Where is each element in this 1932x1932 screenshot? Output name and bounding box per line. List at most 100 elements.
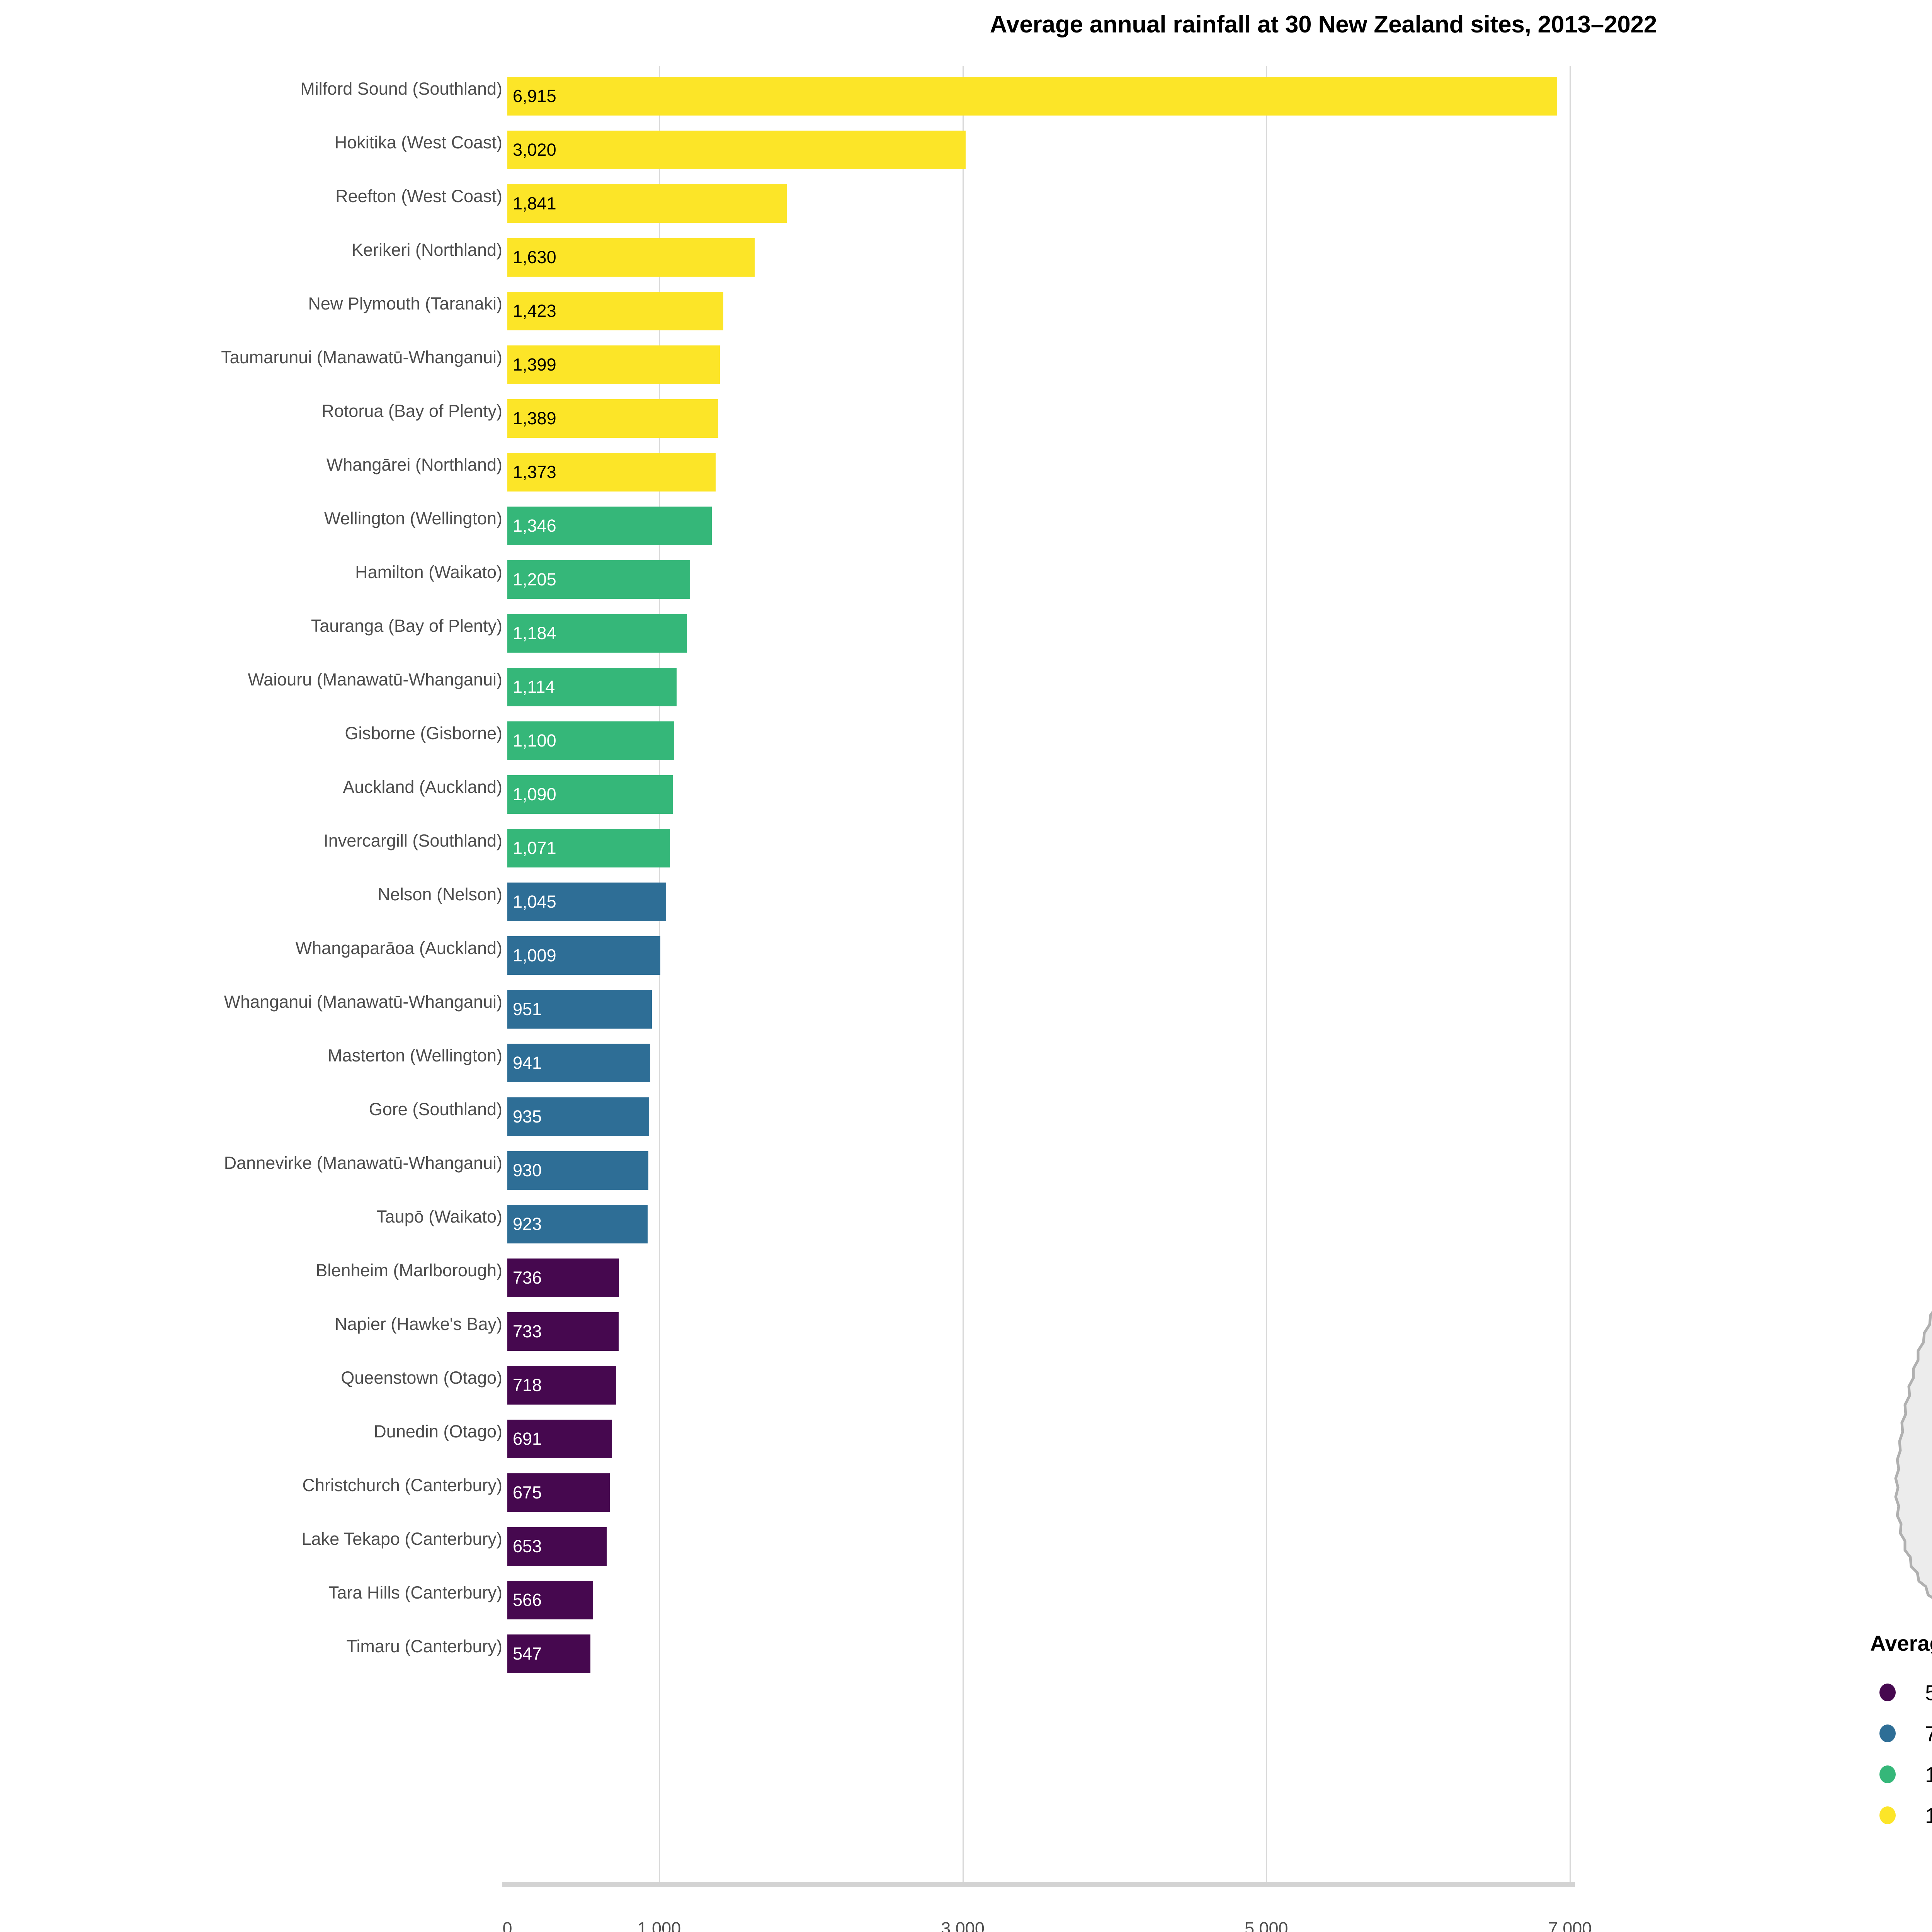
bar-row: Tauranga (Bay of Plenty) 1,184 [0, 607, 1623, 660]
bar-row: Hamilton (Waikato) 1,205 [0, 553, 1623, 607]
bar-row: Christchurch (Canterbury) 675 [0, 1466, 1623, 1520]
bar-value-label: 691 [513, 1429, 542, 1449]
bar[interactable] [507, 1420, 612, 1458]
bar-value-label: 951 [513, 999, 542, 1019]
bar[interactable] [507, 1259, 619, 1297]
x-axis-line [502, 1882, 1575, 1887]
bar[interactable] [507, 1044, 650, 1082]
bar-value-label: 1,399 [513, 355, 556, 374]
bar-value-label: 930 [513, 1160, 542, 1180]
bar-row: Napier (Hawke's Bay) 733 [0, 1305, 1623, 1359]
bar-category-label: Wellington (Wellington) [324, 509, 502, 528]
bar-value-label: 1,373 [513, 462, 556, 482]
bar-row: Timaru (Canterbury) 547 [0, 1627, 1623, 1681]
bar-value-label: 6,915 [513, 86, 556, 106]
bar[interactable] [507, 1312, 619, 1351]
bar-value-label: 1,205 [513, 570, 556, 589]
bar-value-label: 547 [513, 1644, 542, 1663]
legend-title: Average annual rainfall (mm) [1870, 1631, 1932, 1655]
bar[interactable] [507, 829, 670, 867]
bar-row: Gisborne (Gisborne) 1,100 [0, 714, 1623, 768]
bar[interactable] [507, 1151, 649, 1190]
bar-row: Tara Hills (Canterbury) 566 [0, 1573, 1623, 1627]
bar[interactable] [507, 184, 787, 223]
bar-value-label: 1,423 [513, 301, 556, 321]
bar-value-label: 653 [513, 1536, 542, 1556]
bar-value-label: 1,184 [513, 623, 556, 643]
bar-value-label: 1,630 [513, 247, 556, 267]
bar[interactable] [507, 775, 673, 814]
bar[interactable] [507, 1097, 650, 1136]
bar-value-label: 941 [513, 1053, 542, 1073]
bar[interactable] [507, 936, 661, 975]
bar-category-label: Tauranga (Bay of Plenty) [311, 616, 502, 636]
bar[interactable] [507, 1634, 590, 1673]
bar-row: Whanganui (Manawatū-Whanganui) 951 [0, 983, 1623, 1036]
bar-category-label: Waiouru (Manawatū-Whanganui) [248, 670, 502, 689]
x-tick-5000: 5,000 [1244, 1918, 1288, 1932]
legend-item[interactable]: 783–1057 [1870, 1713, 1932, 1754]
legend-item-label: 1058–1365 [1925, 1762, 1932, 1787]
bar-category-label: Queenstown (Otago) [341, 1368, 502, 1388]
bar-value-label: 1,009 [513, 946, 556, 965]
bar-row: Gore (Southland) 935 [0, 1090, 1623, 1144]
bar-row: Queenstown (Otago) 718 [0, 1359, 1623, 1412]
bar[interactable] [507, 1527, 607, 1566]
bar-row: New Plymouth (Taranaki) 1,423 [0, 284, 1623, 338]
bar[interactable] [507, 399, 718, 438]
bar[interactable] [507, 1205, 648, 1243]
bar[interactable] [507, 668, 677, 706]
bar-row: Dunedin (Otago) 691 [0, 1412, 1623, 1466]
bar-category-label: Gisborne (Gisborne) [345, 723, 502, 743]
bar[interactable] [507, 507, 712, 545]
legend-item[interactable]: 1366–6915 [1870, 1795, 1932, 1836]
bar-category-label: Whangaparāoa (Auckland) [295, 938, 502, 958]
bar-row: Auckland (Auckland) 1,090 [0, 768, 1623, 821]
bar-category-label: Hamilton (Waikato) [355, 562, 502, 582]
bar-category-label: Taupō (Waikato) [376, 1207, 502, 1226]
bar[interactable] [507, 292, 724, 330]
bar-value-label: 1,071 [513, 838, 556, 858]
bar-category-label: Lake Tekapo (Canterbury) [301, 1529, 502, 1549]
map-panel: Kerikeri (Northland)Whangārei (Northland… [1565, 155, 1932, 1623]
bar-value-label: 1,114 [513, 677, 555, 697]
bar-row: Reefton (West Coast) 1,841 [0, 177, 1623, 231]
bar-category-label: Christchurch (Canterbury) [302, 1475, 502, 1495]
bar-value-label: 718 [513, 1375, 542, 1395]
bar[interactable] [507, 1581, 594, 1619]
bar-row: Rotorua (Bay of Plenty) 1,389 [0, 392, 1623, 446]
bar-value-label: 675 [513, 1483, 542, 1502]
bar-category-label: Whangārei (Northland) [326, 455, 502, 474]
x-tick-7000: 7,000 [1548, 1918, 1592, 1932]
bar-value-label: 3,020 [513, 140, 556, 160]
bar-category-label: Gore (Southland) [369, 1099, 502, 1119]
bar-row: Invercargill (Southland) 1,071 [0, 821, 1623, 875]
legend-item-label: 783–1057 [1925, 1721, 1932, 1746]
bar[interactable] [507, 131, 966, 169]
bar[interactable] [507, 453, 716, 492]
bar-value-label: 1,841 [513, 194, 556, 213]
bar[interactable] [507, 883, 666, 921]
legend-item[interactable]: 547–782 [1870, 1672, 1932, 1713]
new-zealand-map [1894, 1311, 1932, 1599]
bar[interactable] [507, 77, 1557, 116]
bar[interactable] [507, 721, 675, 760]
bar[interactable] [507, 1473, 610, 1512]
north-island-path [1894, 1311, 1932, 1599]
bar[interactable] [507, 560, 690, 599]
bar[interactable] [507, 345, 720, 384]
bar-row: Whangārei (Northland) 1,373 [0, 446, 1623, 499]
bar[interactable] [507, 990, 652, 1029]
bar-category-label: Dunedin (Otago) [374, 1422, 502, 1441]
bar[interactable] [507, 614, 687, 653]
bar-category-label: Invercargill (Southland) [323, 831, 502, 850]
legend-item[interactable]: 1058–1365 [1870, 1754, 1932, 1795]
bar-category-label: Blenheim (Marlborough) [316, 1260, 502, 1280]
bar[interactable] [507, 238, 755, 277]
bar[interactable] [507, 1366, 617, 1405]
bar-category-label: Auckland (Auckland) [343, 777, 502, 797]
bar-category-label: Taumarunui (Manawatū-Whanganui) [221, 347, 502, 367]
bar-value-label: 566 [513, 1590, 542, 1610]
bar-category-label: Rotorua (Bay of Plenty) [321, 401, 502, 421]
